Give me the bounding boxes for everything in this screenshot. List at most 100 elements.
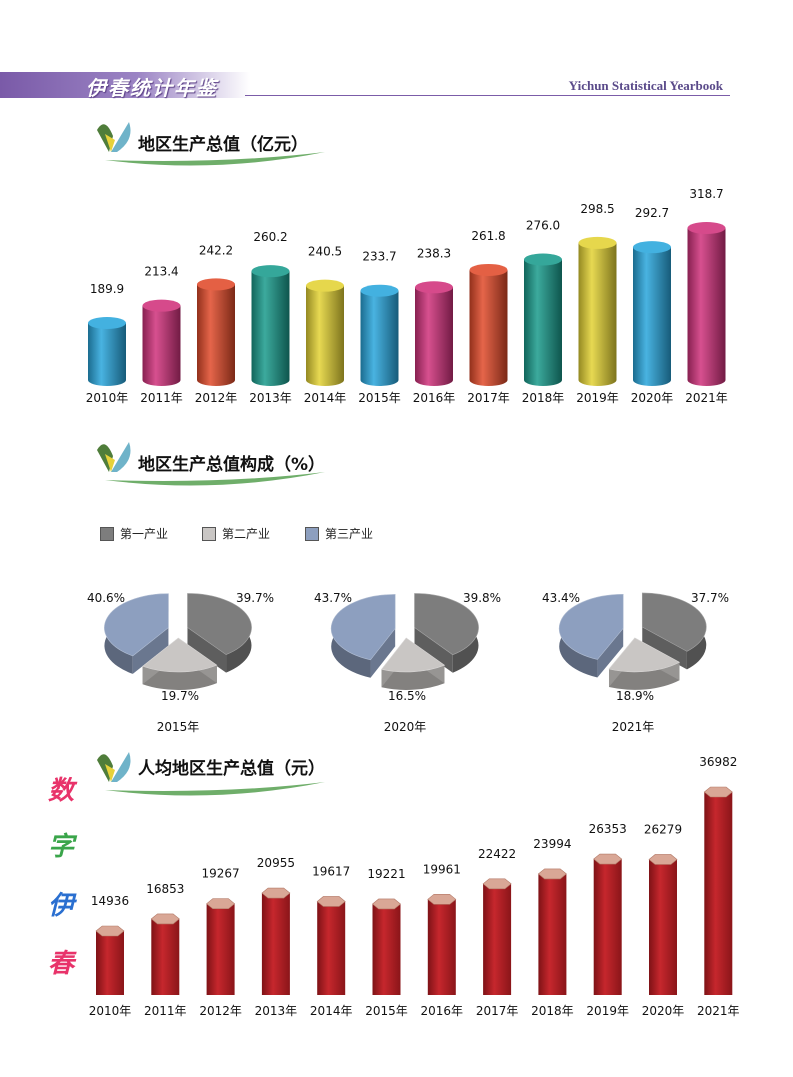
pie-slice bbox=[142, 637, 218, 690]
gdp-value-label: 238.3 bbox=[417, 246, 451, 260]
butterfly-icon bbox=[97, 122, 325, 166]
per-capita-value-label: 20955 bbox=[257, 856, 295, 870]
legend-swatch bbox=[100, 526, 114, 541]
gdp-section-header: 地区生产总值（亿元） bbox=[95, 112, 335, 178]
gdp-bar bbox=[687, 222, 726, 386]
side-char: 伊 bbox=[48, 891, 75, 921]
gdp-bar bbox=[524, 253, 562, 386]
per-capita-value-label: 19617 bbox=[312, 864, 350, 878]
structure-title: 地区生产总值构成（%） bbox=[138, 455, 326, 475]
pie-value-label: 16.5% bbox=[388, 689, 426, 703]
gdp-value-label: 189.9 bbox=[90, 282, 124, 296]
per-capita-value-label: 26279 bbox=[644, 822, 682, 836]
per-capita-title: 人均地区生产总值（元） bbox=[138, 759, 325, 779]
legend-label: 第一产业 bbox=[120, 527, 169, 541]
gdp-year-label: 2012年 bbox=[195, 391, 238, 405]
pie-slice bbox=[608, 637, 681, 690]
per-capita-year-label: 2019年 bbox=[586, 1004, 629, 1018]
per-capita-year-label: 2021年 bbox=[697, 1004, 740, 1018]
pie-chart-0 bbox=[104, 593, 252, 690]
per-capita-value-label: 16853 bbox=[146, 882, 184, 896]
per-capita-value-label: 14936 bbox=[91, 894, 129, 908]
per-capita-bar bbox=[427, 894, 457, 995]
per-capita-bar bbox=[703, 786, 733, 995]
pie-slice bbox=[641, 592, 707, 670]
pie-value-label: 37.7% bbox=[691, 591, 729, 605]
gdp-bar-chart: 189.9 2010年 213.4 2011年 242.2 2012年 260.2 2013年… bbox=[86, 187, 728, 405]
per-capita-year-label: 2017年 bbox=[476, 1004, 519, 1018]
gdp-bar bbox=[197, 278, 235, 386]
per-capita-value-label: 19267 bbox=[202, 867, 240, 881]
gdp-year-label: 2011年 bbox=[140, 391, 183, 405]
pie-slice bbox=[414, 593, 479, 673]
structure-section-header: 地区生产总值构成（%） bbox=[95, 432, 335, 498]
gdp-bar bbox=[415, 281, 453, 386]
header-rule bbox=[245, 95, 730, 96]
gdp-value-label: 233.7 bbox=[362, 250, 396, 264]
pie-value-label: 18.9% bbox=[616, 689, 654, 703]
gdp-value-label: 261.8 bbox=[471, 229, 505, 243]
pie-value-label: 43.4% bbox=[542, 591, 580, 605]
pie-value-label: 19.7% bbox=[161, 689, 199, 703]
per-capita-bar bbox=[261, 887, 291, 995]
side-char: 字 bbox=[48, 832, 75, 862]
pie-year-label: 2020年 bbox=[384, 720, 427, 734]
pie-slice bbox=[187, 593, 252, 673]
structure-pie-charts: 39.7% 19.7% 40.6% 2015年 39.8% 16.5% 43.7% 2020年… bbox=[87, 591, 729, 734]
legend-item-primary: 第一产业 bbox=[100, 525, 168, 542]
gdp-bar bbox=[469, 263, 508, 386]
legend-label: 第三产业 bbox=[325, 527, 374, 541]
pie-value-label: 43.7% bbox=[314, 591, 352, 605]
per-capita-year-label: 2014年 bbox=[310, 1004, 353, 1018]
per-capita-year-label: 2018年 bbox=[531, 1004, 574, 1018]
side-char: 数 bbox=[48, 776, 75, 806]
legend-swatch bbox=[202, 526, 216, 541]
pie-value-label: 39.8% bbox=[463, 591, 501, 605]
gdp-year-label: 2019年 bbox=[576, 391, 619, 405]
per-capita-bar bbox=[316, 896, 346, 995]
per-capita-bar bbox=[95, 925, 125, 995]
header-title-cn: 伊春统计年鉴 bbox=[86, 76, 218, 100]
pie-slice bbox=[104, 593, 169, 674]
legend-item-tertiary: 第三产业 bbox=[305, 525, 373, 542]
gdp-year-label: 2016年 bbox=[413, 391, 456, 405]
legend-label: 第二产业 bbox=[222, 527, 271, 541]
gdp-value-label: 298.5 bbox=[580, 202, 614, 216]
gdp-bar bbox=[306, 279, 344, 386]
gdp-value-label: 260.2 bbox=[253, 230, 287, 244]
pie-value-label: 40.6% bbox=[87, 591, 125, 605]
gdp-year-label: 2020年 bbox=[631, 391, 674, 405]
gdp-bar bbox=[360, 284, 399, 386]
per-capita-value-label: 19961 bbox=[423, 862, 461, 876]
per-capita-year-label: 2010年 bbox=[89, 1004, 132, 1018]
per-capita-value-label: 22422 bbox=[478, 847, 516, 861]
per-capita-bar bbox=[206, 898, 236, 995]
side-char: 春 bbox=[48, 949, 75, 979]
per-capita-value-label: 23994 bbox=[533, 837, 571, 851]
gdp-bar bbox=[88, 317, 126, 386]
per-capita-year-label: 2013年 bbox=[255, 1004, 298, 1018]
gdp-value-label: 292.7 bbox=[635, 206, 669, 220]
per-capita-year-label: 2011年 bbox=[144, 1004, 187, 1018]
gdp-year-label: 2017年 bbox=[467, 391, 510, 405]
gdp-bar bbox=[633, 241, 671, 386]
per-capita-year-label: 2015年 bbox=[365, 1004, 408, 1018]
pie-chart-2 bbox=[558, 592, 707, 690]
gdp-value-label: 242.2 bbox=[199, 243, 233, 257]
per-capita-bar bbox=[482, 878, 512, 995]
gdp-value-label: 276.0 bbox=[526, 218, 560, 232]
gdp-year-label: 2010年 bbox=[86, 391, 129, 405]
gdp-year-label: 2015年 bbox=[358, 391, 401, 405]
per-capita-year-label: 2016年 bbox=[421, 1004, 464, 1018]
header-band bbox=[0, 72, 250, 98]
per-capita-year-label: 2020年 bbox=[642, 1004, 685, 1018]
pie-chart-1 bbox=[330, 593, 479, 690]
gdp-year-label: 2013年 bbox=[249, 391, 292, 405]
header-title-en: Yichun Statistical Yearbook bbox=[568, 78, 723, 93]
per-capita-bar bbox=[150, 913, 180, 995]
per-capita-value-label: 36982 bbox=[699, 755, 737, 769]
butterfly-icon bbox=[97, 442, 325, 486]
gdp-value-label: 318.7 bbox=[689, 187, 723, 201]
per-capita-section-header: 人均地区生产总值（元） bbox=[95, 742, 335, 808]
per-capita-year-label: 2012年 bbox=[199, 1004, 242, 1018]
